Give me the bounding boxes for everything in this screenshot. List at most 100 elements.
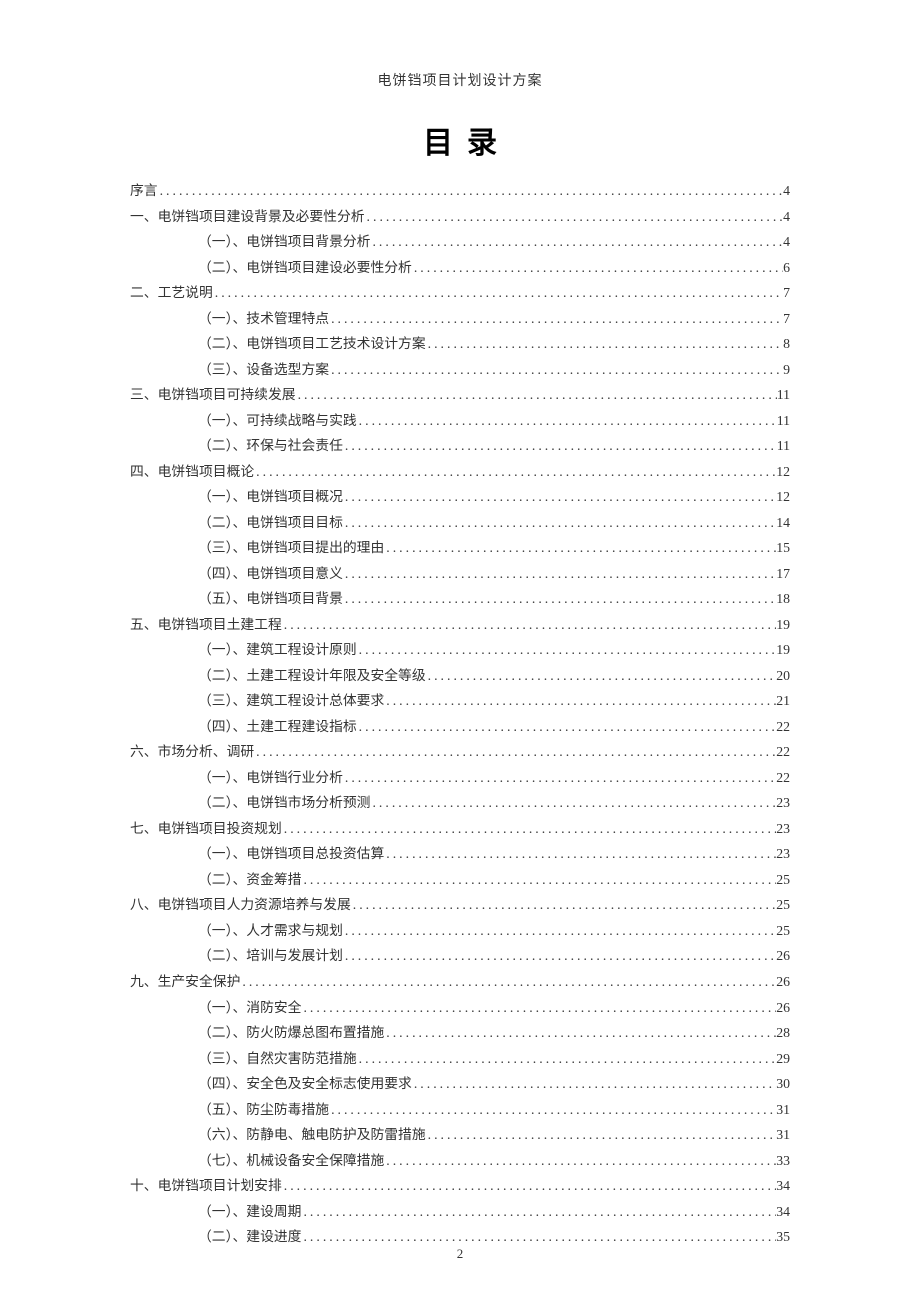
toc-leader-dots <box>426 1122 777 1148</box>
toc-title: 目录 <box>130 118 790 162</box>
toc-leader-dots <box>384 1148 776 1174</box>
toc-row[interactable]: 二、工艺说明 7 <box>130 280 790 306</box>
toc-leader-dots <box>343 433 777 459</box>
toc-row[interactable]: （三）、建筑工程设计总体要求21 <box>130 688 790 714</box>
toc-leader-dots <box>357 637 777 663</box>
toc-entry-label: （一）、电饼铛项目概况 <box>198 484 343 510</box>
toc-row[interactable]: （一）、消防安全26 <box>130 995 790 1021</box>
toc-row[interactable]: （一）、电饼铛项目总投资估算23 <box>130 841 790 867</box>
toc-entry-page: 22 <box>776 765 790 791</box>
toc-entry-label: （五）、防尘防毒措施 <box>198 1097 329 1123</box>
toc-entry-page: 14 <box>776 510 790 536</box>
toc-row[interactable]: （五）、电饼铛项目背景18 <box>130 586 790 612</box>
toc-row[interactable]: （一）、技术管理特点7 <box>130 306 790 332</box>
toc-entry-page: 23 <box>776 790 790 816</box>
toc-leader-dots <box>412 1071 776 1097</box>
toc-leader-dots <box>426 663 777 689</box>
toc-row[interactable]: 一、电饼铛项目建设背景及必要性分析4 <box>130 204 790 230</box>
toc-leader-dots <box>282 816 776 842</box>
toc-row[interactable]: （三）、设备选型方案9 <box>130 357 790 383</box>
toc-row[interactable]: 序言4 <box>130 178 790 204</box>
toc-leader-dots <box>357 1046 777 1072</box>
toc-leader-dots <box>329 357 783 383</box>
toc-entry-page: 22 <box>776 714 790 740</box>
toc-entry-page: 4 <box>783 178 790 204</box>
toc-row[interactable]: 四、电饼铛项目概论12 <box>130 459 790 485</box>
toc-row[interactable]: 九、生产安全保护26 <box>130 969 790 995</box>
toc-leader-dots <box>329 306 783 332</box>
toc-entry-label: （一）、人才需求与规划 <box>198 918 343 944</box>
toc-entry-page: 4 <box>783 204 790 230</box>
toc-entry-page: 30 <box>776 1071 790 1097</box>
toc-row[interactable]: 十、电饼铛项目计划安排34 <box>130 1173 790 1199</box>
toc-row[interactable]: （七）、机械设备安全保障措施33 <box>130 1148 790 1174</box>
toc-row[interactable]: （五）、防尘防毒措施 31 <box>130 1097 790 1123</box>
toc-entry-page: 19 <box>776 612 790 638</box>
toc-leader-dots <box>357 408 777 434</box>
toc-entry-page: 28 <box>776 1020 790 1046</box>
toc-row[interactable]: （二）、防火防爆总图布置措施 28 <box>130 1020 790 1046</box>
toc-row[interactable]: （二）、培训与发展计划 26 <box>130 943 790 969</box>
toc-row[interactable]: （一）、电饼铛项目概况 12 <box>130 484 790 510</box>
toc-entry-page: 8 <box>783 331 790 357</box>
toc-leader-dots <box>282 612 776 638</box>
toc-leader-dots <box>343 586 776 612</box>
toc-row[interactable]: （四）、安全色及安全标志使用要求30 <box>130 1071 790 1097</box>
toc-entry-label: 二、工艺说明 <box>130 280 213 306</box>
toc-row[interactable]: （二）、电饼铛项目目标14 <box>130 510 790 536</box>
toc-row[interactable]: （一）、人才需求与规划25 <box>130 918 790 944</box>
toc-entry-page: 11 <box>777 408 790 434</box>
toc-row[interactable]: （三）、电饼铛项目提出的理由15 <box>130 535 790 561</box>
toc-row[interactable]: （二）、土建工程设计年限及安全等级20 <box>130 663 790 689</box>
toc-row[interactable]: （一）、电饼铛项目背景分析4 <box>130 229 790 255</box>
toc-leader-dots <box>301 995 776 1021</box>
toc-entry-label: （三）、设备选型方案 <box>198 357 329 383</box>
toc-leader-dots <box>158 178 784 204</box>
toc-row[interactable]: （二）、电饼铛项目建设必要性分析6 <box>130 255 790 281</box>
toc-leader-dots <box>384 535 776 561</box>
toc-row[interactable]: 五、电饼铛项目土建工程19 <box>130 612 790 638</box>
toc-entry-page: 12 <box>776 484 790 510</box>
toc-leader-dots <box>282 1173 776 1199</box>
toc-entry-page: 11 <box>777 382 790 408</box>
toc-entry-label: （二）、培训与发展计划 <box>198 943 343 969</box>
toc-leader-dots <box>240 969 776 995</box>
toc-entry-label: （二）、防火防爆总图布置措施 <box>198 1020 384 1046</box>
toc-entry-page: 7 <box>783 280 790 306</box>
toc-entry-label: （二）、电饼铛项目工艺技术设计方案 <box>198 331 426 357</box>
toc-row[interactable]: （二）、资金筹措25 <box>130 867 790 893</box>
toc-row[interactable]: （四）、土建工程建设指标22 <box>130 714 790 740</box>
toc-row[interactable]: （二）、电饼铛项目工艺技术设计方案 8 <box>130 331 790 357</box>
toc-row[interactable]: （一）、建筑工程设计原则19 <box>130 637 790 663</box>
toc-row[interactable]: （二）、电饼铛市场分析预测23 <box>130 790 790 816</box>
toc-row[interactable]: 三、电饼铛项目可持续发展11 <box>130 382 790 408</box>
toc-row[interactable]: （一）、可持续战略与实践11 <box>130 408 790 434</box>
toc-row[interactable]: （一）、电饼铛行业分析 22 <box>130 765 790 791</box>
toc-entry-page: 17 <box>776 561 790 587</box>
toc-row[interactable]: （六）、防静电、触电防护及防雷措施31 <box>130 1122 790 1148</box>
toc-entry-page: 6 <box>783 255 790 281</box>
toc-entry-page: 15 <box>776 535 790 561</box>
toc-entry-page: 4 <box>783 229 790 255</box>
toc-row[interactable]: （一）、建设周期34 <box>130 1199 790 1225</box>
toc-row[interactable]: （二）、环保与社会责任11 <box>130 433 790 459</box>
toc-entry-page: 12 <box>776 459 790 485</box>
toc-entry-label: （一）、技术管理特点 <box>198 306 329 332</box>
toc-entry-label: （七）、机械设备安全保障措施 <box>198 1148 384 1174</box>
toc-entry-page: 34 <box>776 1173 790 1199</box>
toc-entry-page: 31 <box>776 1097 790 1123</box>
toc-leader-dots <box>301 867 776 893</box>
toc-row[interactable]: （四）、电饼铛项目意义17 <box>130 561 790 587</box>
toc-leader-dots <box>343 484 776 510</box>
toc-leader-dots <box>343 510 776 536</box>
toc-list: 序言4一、电饼铛项目建设背景及必要性分析4（一）、电饼铛项目背景分析4（二）、电… <box>130 178 790 1250</box>
toc-row[interactable]: 六、市场分析、调研22 <box>130 739 790 765</box>
toc-leader-dots <box>370 790 776 816</box>
toc-entry-page: 23 <box>776 841 790 867</box>
toc-entry-label: （一）、电饼铛行业分析 <box>198 765 343 791</box>
toc-row[interactable]: 七、电饼铛项目投资规划23 <box>130 816 790 842</box>
toc-row[interactable]: 八、电饼铛项目人力资源培养与发展25 <box>130 892 790 918</box>
toc-row[interactable]: （三）、自然灾害防范措施29 <box>130 1046 790 1072</box>
toc-entry-page: 18 <box>776 586 790 612</box>
toc-entry-page: 26 <box>776 943 790 969</box>
